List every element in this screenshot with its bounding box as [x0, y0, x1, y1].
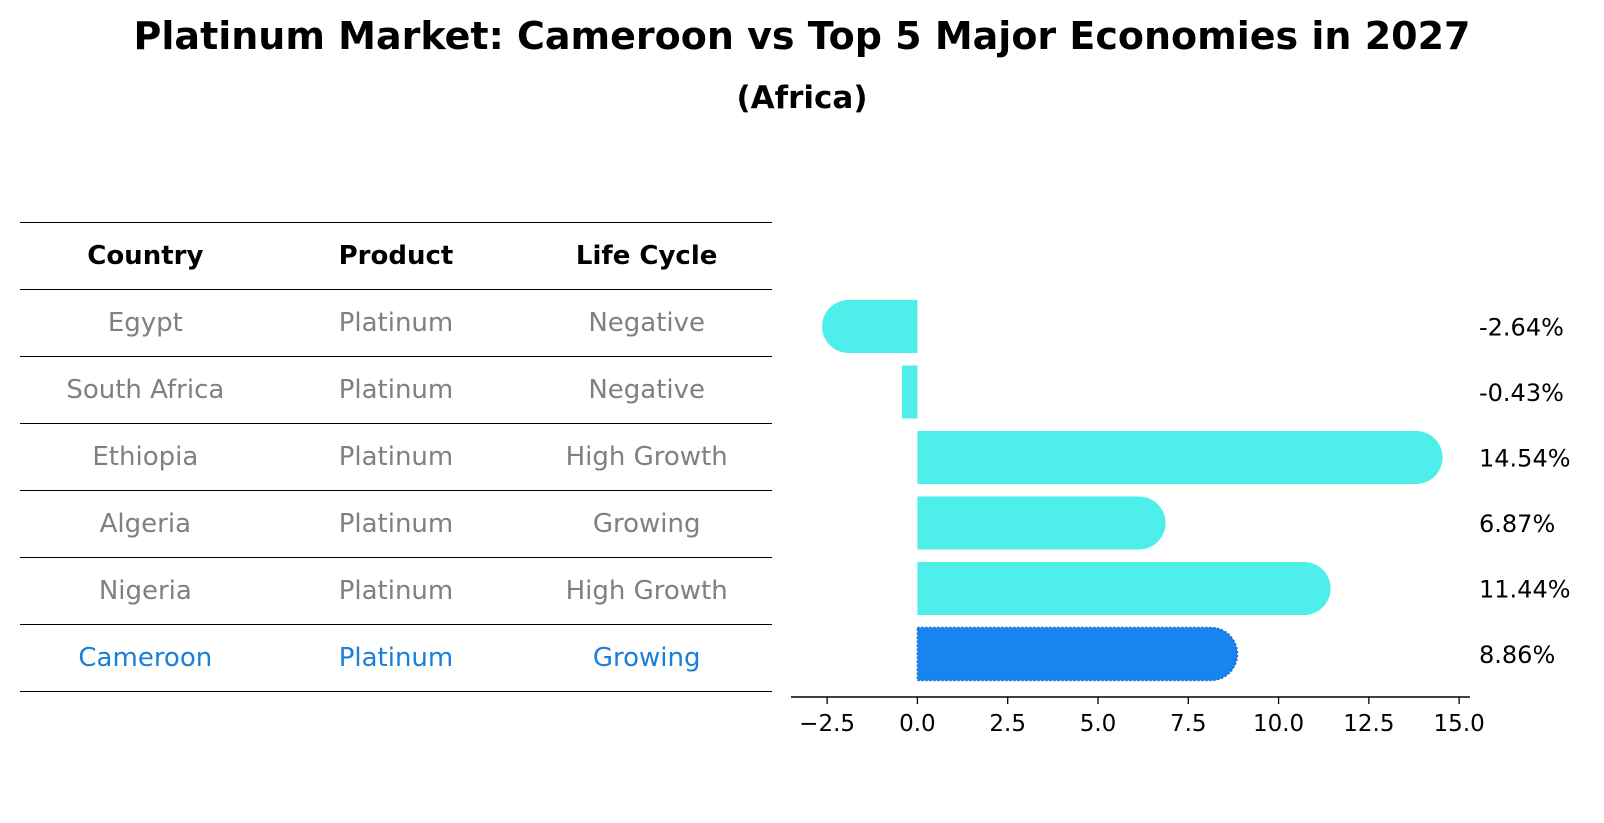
header-life-cycle: Life Cycle [521, 222, 772, 290]
cell-product: Platinum [270, 490, 522, 558]
bar-cameroon [916, 626, 1239, 682]
x-tick-label: 2.5 [989, 711, 1026, 737]
cell-life-cycle: Growing [521, 490, 772, 558]
cell-life-cycle: High Growth [521, 557, 772, 625]
bar-nigeria [917, 562, 1331, 615]
value-label-algeria: 6.87% [1479, 510, 1555, 538]
x-tick-label: −2.5 [799, 711, 855, 737]
value-label-south-africa: -0.43% [1479, 379, 1564, 407]
cell-product: Platinum [270, 624, 522, 692]
table-header-row: Country Product Life Cycle [20, 222, 772, 290]
cell-life-cycle: Negative [521, 356, 772, 424]
header-product: Product [270, 222, 522, 290]
x-tick-label: 12.5 [1343, 711, 1394, 737]
cell-country: South Africa [20, 356, 271, 424]
bar-algeria [917, 496, 1166, 550]
table-row: Ethiopia Platinum High Growth [20, 423, 772, 491]
bar-south-africa [901, 365, 918, 419]
table-row: Nigeria Platinum High Growth [20, 557, 772, 625]
cell-country: Cameroon [20, 624, 271, 692]
chart-subtitle: (Africa) [736, 80, 868, 116]
country-table: Country Product Life Cycle Egypt Platinu… [20, 222, 772, 692]
value-label-ethiopia: 14.54% [1479, 445, 1571, 473]
chart-title: Platinum Market: Cameroon vs Top 5 Major… [133, 14, 1471, 58]
cell-product: Platinum [270, 557, 522, 625]
cell-country: Nigeria [20, 557, 271, 625]
table-row: South Africa Platinum Negative [20, 356, 772, 424]
cell-country: Ethiopia [20, 423, 271, 491]
cell-country: Egypt [20, 289, 271, 357]
cell-life-cycle: Growing [521, 624, 772, 692]
cell-life-cycle: High Growth [521, 423, 772, 491]
table-row-highlight: Cameroon Platinum Growing [20, 624, 772, 692]
header-country: Country [20, 222, 271, 290]
cell-product: Platinum [270, 289, 522, 357]
x-tick-label: 7.5 [1170, 711, 1207, 737]
cell-life-cycle: Negative [521, 289, 772, 357]
bar-egypt [822, 300, 918, 353]
cell-country: Algeria [20, 490, 271, 558]
x-tick-label: 0.0 [899, 711, 936, 737]
x-tick-label: 5.0 [1080, 711, 1117, 737]
value-label-egypt: -2.64% [1479, 314, 1564, 342]
cell-product: Platinum [270, 356, 522, 424]
value-label-cameroon: 8.86% [1479, 641, 1555, 669]
table-row: Egypt Platinum Negative [20, 289, 772, 357]
value-label-nigeria: 11.44% [1479, 576, 1571, 604]
x-tick-label: 10.0 [1253, 711, 1304, 737]
bar-ethiopia [917, 431, 1443, 484]
table-row: Algeria Platinum Growing [20, 490, 772, 558]
x-tick-label: 15.0 [1434, 711, 1485, 737]
cell-product: Platinum [270, 423, 522, 491]
